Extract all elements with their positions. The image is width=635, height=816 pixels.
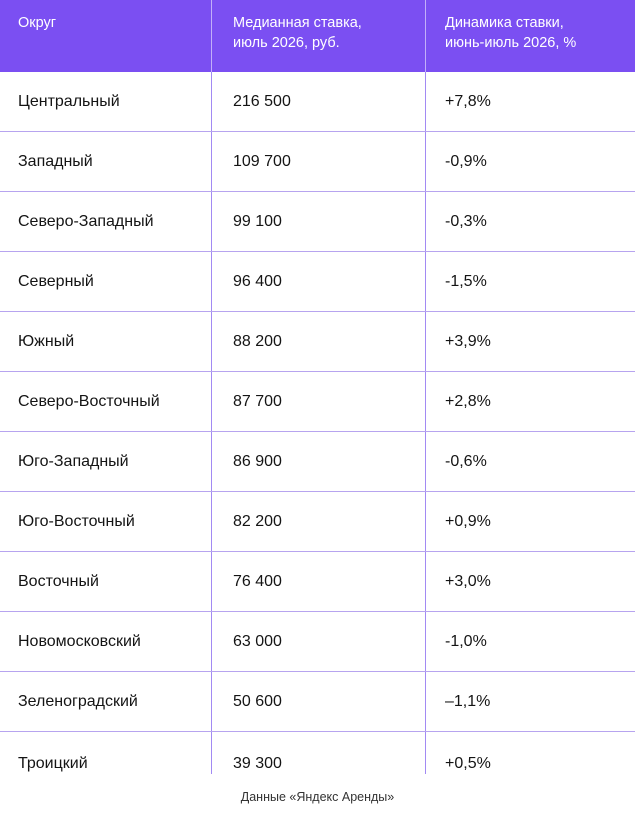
rate-cell: 88 200 [211, 312, 425, 371]
change-cell: -0,3% [425, 192, 635, 251]
table-row: Северо-Западный 99 100 -0,3% [0, 192, 635, 252]
rate-cell: 39 300 [211, 732, 425, 774]
table-row: Южный 88 200 +3,9% [0, 312, 635, 372]
rate-cell: 87 700 [211, 372, 425, 431]
rate-cell: 109 700 [211, 132, 425, 191]
change-cell: +3,0% [425, 552, 635, 611]
table-row: Северо-Восточный 87 700 +2,8% [0, 372, 635, 432]
table-row: Центральный 216 500 +7,8% [0, 72, 635, 132]
district-cell: Юго-Восточный [18, 513, 135, 530]
table-header: Округ Медианная ставка, июль 2026, руб. … [0, 0, 635, 72]
district-cell: Центральный [18, 93, 120, 110]
table-row: Юго-Западный 86 900 -0,6% [0, 432, 635, 492]
district-cell: Зеленоградский [18, 693, 138, 710]
rate-cell: 86 900 [211, 432, 425, 491]
change-cell: -1,0% [425, 612, 635, 671]
table-row: Троицкий 39 300 +0,5% [0, 732, 635, 774]
rent-table: Округ Медианная ставка, июль 2026, руб. … [0, 0, 635, 774]
header-median-rate: Медианная ставка, июль 2026, руб. [211, 0, 425, 72]
rate-cell: 82 200 [211, 492, 425, 551]
source-caption: Данные «Яндекс Аренды» [240, 790, 395, 804]
district-cell: Южный [18, 333, 75, 350]
change-cell: -0,9% [425, 132, 635, 191]
district-cell: Троицкий [18, 755, 88, 772]
table-row: Новомосковский 63 000 -1,0% [0, 612, 635, 672]
table-row: Юго-Восточный 82 200 +0,9% [0, 492, 635, 552]
district-cell: Восточный [18, 573, 99, 590]
rate-cell: 63 000 [211, 612, 425, 671]
district-cell: Западный [18, 153, 93, 170]
district-cell: Новомосковский [18, 633, 141, 650]
district-cell: Северный [18, 273, 94, 290]
change-cell: -1,5% [425, 252, 635, 311]
header-district: Округ [18, 15, 57, 31]
change-cell: +3,9% [425, 312, 635, 371]
rate-cell: 50 600 [211, 672, 425, 731]
district-cell: Юго-Западный [18, 453, 129, 470]
change-cell: +0,5% [425, 732, 635, 774]
table-row: Зеленоградский 50 600 –1,1% [0, 672, 635, 732]
change-cell: -0,6% [425, 432, 635, 491]
table-row: Восточный 76 400 +3,0% [0, 552, 635, 612]
change-cell: –1,1% [425, 672, 635, 731]
rate-cell: 99 100 [211, 192, 425, 251]
header-dynamics: Динамика ставки, июнь-июль 2026, % [425, 0, 635, 72]
change-cell: +7,8% [425, 72, 635, 131]
rate-cell: 216 500 [211, 72, 425, 131]
district-cell: Северо-Западный [18, 213, 154, 230]
change-cell: +0,9% [425, 492, 635, 551]
district-cell: Северо-Восточный [18, 393, 160, 410]
table-row: Западный 109 700 -0,9% [0, 132, 635, 192]
rate-cell: 96 400 [211, 252, 425, 311]
table-row: Северный 96 400 -1,5% [0, 252, 635, 312]
rate-cell: 76 400 [211, 552, 425, 611]
change-cell: +2,8% [425, 372, 635, 431]
